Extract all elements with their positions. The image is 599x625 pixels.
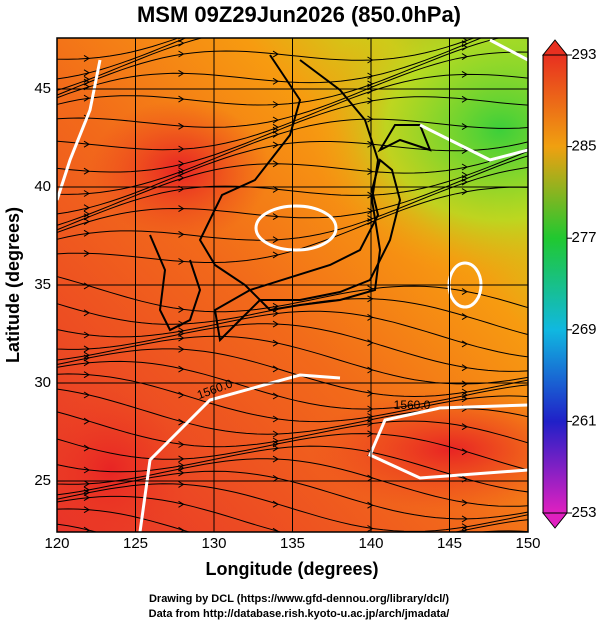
graticule <box>57 38 528 532</box>
contour <box>254 204 338 252</box>
stream-arrow <box>368 551 373 557</box>
y-tick-label: 35 <box>34 276 51 293</box>
contour-label: 1560.0 <box>394 398 431 412</box>
field-cool <box>310 38 528 280</box>
credit: Drawing by DCL (https://www.gfd-dennou.o… <box>149 593 449 605</box>
streamline <box>57 323 528 372</box>
streamline <box>57 38 180 60</box>
plot-area: 1560.0 1560.0 <box>57 12 528 560</box>
x-tick-label: 135 <box>280 535 305 552</box>
hokkaido-outline <box>377 124 432 153</box>
x-tick-label: 120 <box>44 535 69 552</box>
colorbar-tick-label: 261 <box>571 412 596 429</box>
stream-arrow <box>273 551 278 557</box>
coastline <box>198 54 382 312</box>
colorbar-tick-label: 293 <box>571 46 596 63</box>
field-warm <box>310 390 528 510</box>
field-warm <box>90 100 270 240</box>
colorbar-tick-label: 253 <box>571 504 596 521</box>
streamline <box>57 458 528 507</box>
streamline <box>57 147 528 226</box>
y-tick-label: 25 <box>34 472 51 489</box>
korea-outline <box>149 234 202 332</box>
streamline <box>57 445 528 493</box>
x-tick-label: 150 <box>515 535 540 552</box>
colorbar-tick-label: 285 <box>571 138 596 155</box>
x-tick-label: 145 <box>437 535 462 552</box>
streamline <box>57 51 528 128</box>
contour <box>368 403 528 480</box>
streamline <box>57 276 528 313</box>
y-axis-label: Latitude (degrees) <box>3 207 23 363</box>
y-tick-label: 40 <box>34 178 51 195</box>
streamline <box>57 38 476 96</box>
credit: Data from http://database.rish.kyoto-u.a… <box>149 608 450 620</box>
y-tick-label: 30 <box>34 374 51 391</box>
streamline <box>57 38 426 91</box>
streamline <box>57 483 528 532</box>
colorbar-tick-label: 277 <box>571 229 596 246</box>
streamline <box>57 373 528 423</box>
streamline <box>57 433 528 471</box>
streamline <box>57 335 528 385</box>
stream-arrow <box>462 29 467 35</box>
x-tick-label: 125 <box>123 535 148 552</box>
streamlines <box>57 12 528 560</box>
stream-arrow <box>462 12 467 18</box>
y-tick-label: 45 <box>34 80 51 97</box>
map-title: MSM 09Z29Jun2026 (850.0hPa) <box>137 2 461 27</box>
streamline <box>57 411 528 448</box>
streamline <box>57 310 528 358</box>
japan-outline <box>213 158 402 343</box>
x-tick-label: 140 <box>358 535 383 552</box>
contour <box>57 59 102 201</box>
streamline <box>57 508 528 532</box>
stream-arrow <box>179 554 184 560</box>
streamline <box>57 155 528 234</box>
colorbar-tick-label: 269 <box>571 321 596 338</box>
streamline <box>57 38 483 99</box>
contour <box>138 373 341 532</box>
streamline <box>57 73 528 151</box>
streamline <box>57 150 528 231</box>
streamline <box>57 38 187 80</box>
colorbar-extend-top <box>541 39 569 56</box>
colorbar-extend-bottom <box>541 512 569 529</box>
streamline <box>57 360 528 410</box>
colorbar <box>542 54 568 514</box>
stream-arrow <box>462 541 467 547</box>
streamline <box>57 166 528 241</box>
field-warm <box>57 390 190 532</box>
streamline <box>57 141 528 215</box>
streamline <box>57 96 528 173</box>
streamline <box>57 495 528 532</box>
x-axis-label: Longitude (degrees) <box>205 559 378 579</box>
contour <box>419 38 528 162</box>
streamline <box>57 388 528 435</box>
x-tick-label: 130 <box>201 535 226 552</box>
